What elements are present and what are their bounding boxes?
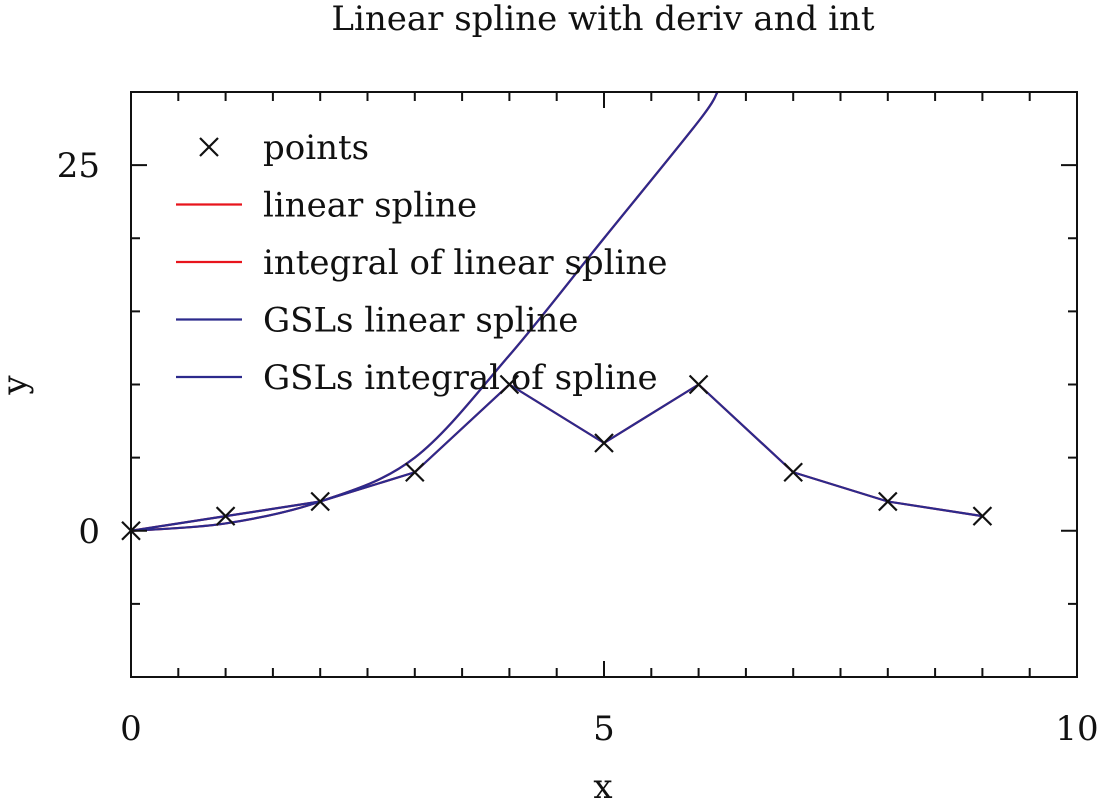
- chart-title: Linear spline with deriv and int: [331, 0, 874, 39]
- y-tick-label: 0: [78, 512, 100, 552]
- x-tick-label: 0: [120, 709, 142, 749]
- point-marker: [405, 462, 425, 483]
- legend-item-points: points: [199, 128, 369, 168]
- y-tick-label: 25: [57, 146, 100, 186]
- point-marker: [499, 374, 520, 395]
- legend-item-linear-spline: linear spline: [176, 186, 477, 226]
- legend-label: GSLs integral of spline: [263, 358, 658, 398]
- legend-item-integral-of-linear-spline: integral of linear spline: [176, 243, 667, 283]
- point-marker: [972, 506, 993, 526]
- point-marker: [688, 374, 709, 395]
- x-tick-label: 5: [593, 709, 615, 749]
- legend: points linear spline integral of linear sp…: [176, 128, 667, 398]
- plot-area: [121, 92, 993, 541]
- series-line-gsls-linear-spline: [131, 383, 983, 532]
- point-marker: [878, 491, 898, 512]
- series-line-gsls-integral-of-spline: [131, 92, 719, 532]
- point-marker: [594, 433, 614, 453]
- series-line-linear-spline: [131, 383, 983, 532]
- y-axis-label: y: [0, 375, 35, 396]
- legend-label: points: [263, 128, 369, 168]
- x-tick-label: 10: [1055, 709, 1098, 749]
- series-lines: [131, 92, 983, 532]
- legend-label: GSLs linear spline: [263, 301, 578, 341]
- legend-item-gsls-linear-spline: GSLs linear spline: [176, 301, 578, 341]
- x-axis-label: x: [593, 767, 612, 801]
- legend-label: linear spline: [263, 186, 477, 226]
- point-marker: [783, 462, 803, 483]
- legend-item-gsls-integral-of-spline: GSLs integral of spline: [176, 358, 658, 398]
- point-markers: [121, 374, 993, 541]
- tick-labels: 0 5 10 0 25: [57, 146, 1098, 749]
- axis-ticks: [130, 91, 1078, 678]
- legend-label: integral of linear spline: [263, 243, 667, 283]
- point-marker: [215, 506, 236, 526]
- point-marker: [310, 491, 330, 512]
